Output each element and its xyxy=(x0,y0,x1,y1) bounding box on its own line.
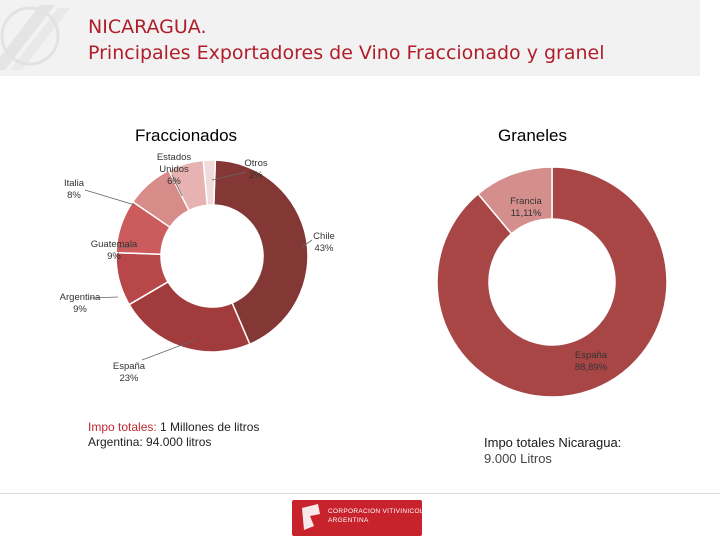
fraccionados-note: Impo totales: 1 Millones de litros Argen… xyxy=(88,420,259,450)
label-espana-fraccionados-name: España xyxy=(112,361,146,372)
label-estados-unidos-value: 6% xyxy=(167,176,181,187)
label-otros-name: Otros xyxy=(244,158,268,169)
graneles-note: Impo totales Nicaragua: 9.000 Litros xyxy=(484,435,621,467)
fraccionados-note-line-2: Argentina: 94.000 litros xyxy=(88,435,212,449)
fraccionados-note-rest: 1 Millones de litros xyxy=(156,420,260,434)
slice-espana xyxy=(436,166,668,398)
label-guatemala-name: Guatemala xyxy=(90,239,138,250)
leader-lines xyxy=(84,171,313,361)
watermark-logo-icon xyxy=(0,5,70,70)
label-chile: Chile 43% xyxy=(304,231,344,255)
graneles-note-line-2: 9.000 Litros xyxy=(484,451,552,466)
slice-chile xyxy=(213,159,309,346)
footer-logo-line-2: ARGENTINA xyxy=(328,517,369,524)
slice-francia xyxy=(477,166,553,235)
label-italia-value: 8% xyxy=(67,190,81,201)
label-espana-graneles-value: 88,89% xyxy=(574,362,608,373)
graneles-chart-title: Graneles xyxy=(498,126,567,145)
label-argentina: Argentina 9% xyxy=(52,292,108,316)
label-chile-value: 43% xyxy=(314,243,334,254)
label-espana-fraccionados: España 23% xyxy=(106,361,152,385)
leader-line-italia xyxy=(84,189,136,206)
label-otros: Otros 2% xyxy=(236,158,276,182)
fraccionados-note-line-1: Impo totales: 1 Millones de litros xyxy=(88,420,259,435)
label-otros-value: 2% xyxy=(249,170,263,181)
footer-divider xyxy=(0,493,720,494)
label-guatemala: Guatemala 9% xyxy=(84,239,144,263)
label-espana-graneles: España 88,89% xyxy=(566,350,616,374)
slice-otros xyxy=(202,159,217,207)
label-argentina-name: Argentina xyxy=(59,292,101,303)
fraccionados-note-prefix: Impo totales: xyxy=(88,420,157,434)
label-espana-graneles-name: España xyxy=(574,350,608,361)
label-estados-unidos: Estados Unidos 6% xyxy=(144,152,204,188)
label-espana-fraccionados-value: 23% xyxy=(119,373,139,384)
label-guatemala-value: 9% xyxy=(107,251,121,262)
leader-line-estados-unidos xyxy=(171,174,183,197)
label-argentina-value: 9% xyxy=(73,304,87,315)
label-francia-name: Francia xyxy=(510,196,542,207)
label-estados-unidos-name: Estados Unidos xyxy=(156,152,192,175)
page-title: NICARAGUA. Principales Exportadores de V… xyxy=(88,14,605,66)
leader-line-chile xyxy=(301,239,313,248)
title-line-1: NICARAGUA. xyxy=(88,16,207,38)
label-italia-name: Italia xyxy=(63,178,85,189)
title-line-2: Principales Exportadores de Vino Fraccio… xyxy=(88,42,605,64)
leader-line-argentina xyxy=(89,296,119,299)
footer-logo-icon xyxy=(292,500,422,536)
leader-line-espana-f xyxy=(141,339,196,361)
footer-logo-text: CORPORACION VITIVINICOLA ARGENTINA xyxy=(328,507,428,525)
footer-logo-line-1: CORPORACION VITIVINICOLA xyxy=(328,508,429,515)
label-francia-value: 11,11% xyxy=(510,208,542,219)
label-italia: Italia 8% xyxy=(54,178,94,202)
grape-leaf-icon xyxy=(302,504,320,530)
graneles-note-line-1: Impo totales Nicaragua: xyxy=(484,435,622,450)
leader-line-otros xyxy=(211,171,247,181)
graneles-donut xyxy=(436,166,668,398)
header-band: NICARAGUA. Principales Exportadores de V… xyxy=(0,0,700,76)
fraccionados-chart-title: Fraccionados xyxy=(135,126,238,145)
label-francia: Francia 11,11% xyxy=(503,196,549,220)
label-chile-name: Chile xyxy=(313,231,335,242)
fraccionados-donut xyxy=(115,159,309,353)
